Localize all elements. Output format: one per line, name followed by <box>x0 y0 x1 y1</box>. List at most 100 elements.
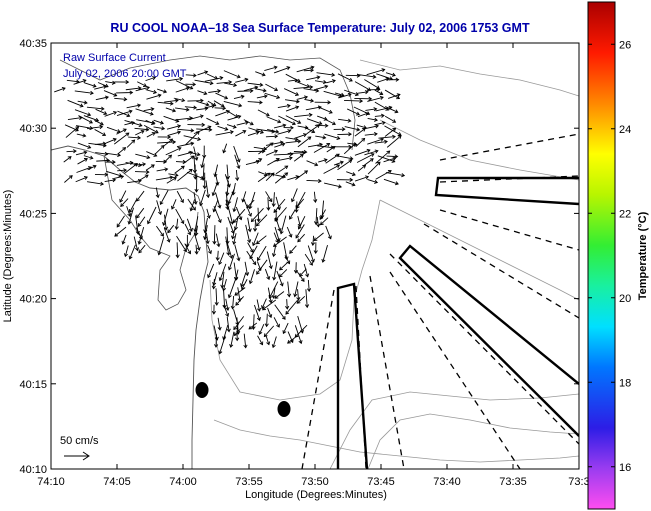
current-vector <box>106 152 122 158</box>
current-vector <box>325 225 332 240</box>
current-vector <box>135 153 151 160</box>
current-vector <box>186 218 193 232</box>
current-vector <box>267 287 273 304</box>
current-vector <box>159 189 169 206</box>
current-vector <box>218 263 227 282</box>
current-vector <box>363 124 379 130</box>
current-vector <box>385 72 396 77</box>
current-vector <box>105 160 116 165</box>
current-vector <box>224 82 238 88</box>
current-vector <box>304 126 316 134</box>
current-vector <box>385 172 406 178</box>
current-vector <box>304 98 315 103</box>
current-vector <box>157 134 172 140</box>
current-vector <box>247 82 264 87</box>
current-vector <box>185 234 190 248</box>
current-vector <box>366 68 386 76</box>
current-vector <box>226 316 231 333</box>
current-vector <box>86 106 105 111</box>
current-vector <box>157 139 177 145</box>
current-vector <box>262 299 277 311</box>
current-vector <box>215 130 234 136</box>
current-vector <box>227 114 242 121</box>
current-vector <box>235 206 243 221</box>
current-vector <box>114 97 128 102</box>
current-vector <box>222 324 229 341</box>
current-vector <box>113 174 125 180</box>
current-vector <box>233 325 244 337</box>
current-vector <box>295 198 305 209</box>
chart-title: RU COOL NOAA–18 Sea Surface Temperature:… <box>110 21 530 35</box>
current-vector <box>145 89 158 94</box>
colorbar-tick-label: 20 <box>619 293 631 305</box>
current-vector <box>143 125 159 134</box>
current-vector <box>245 224 252 244</box>
current-vector <box>294 133 308 139</box>
current-vector <box>274 291 285 299</box>
y-axis-label: Latitude (Degrees:Minutes) <box>2 190 14 323</box>
current-vector <box>218 335 226 355</box>
current-vector <box>229 331 235 348</box>
current-vector <box>213 205 222 224</box>
current-vector <box>83 155 94 160</box>
current-vector <box>357 111 369 118</box>
current-vector <box>265 149 279 156</box>
x-tick-label: 73:55 <box>235 476 263 488</box>
boundary-polygons <box>336 176 579 469</box>
current-vector <box>285 105 300 112</box>
current-vector <box>271 192 276 208</box>
current-vector <box>306 75 321 81</box>
current-vector <box>303 263 310 278</box>
current-vector <box>313 142 331 153</box>
current-vector <box>235 169 240 182</box>
y-tick-label: 40:30 <box>19 123 47 135</box>
current-vector <box>354 148 371 156</box>
current-vector <box>145 76 157 82</box>
current-vector <box>344 126 361 132</box>
current-vector <box>65 126 80 138</box>
current-vector <box>367 161 381 175</box>
current-vector <box>203 225 208 241</box>
current-vector <box>289 209 296 220</box>
current-vector <box>279 261 289 271</box>
current-vector <box>321 245 328 263</box>
current-vector <box>95 151 109 156</box>
current-vector <box>319 209 326 220</box>
current-vector <box>155 144 165 154</box>
current-vectors <box>54 65 406 355</box>
x-tick-label: 73:3 <box>568 476 589 488</box>
current-vector <box>67 99 84 108</box>
current-vector <box>338 92 352 99</box>
current-vector <box>364 131 378 137</box>
current-vector <box>383 178 399 186</box>
current-vector <box>295 224 305 239</box>
current-vector <box>216 80 233 85</box>
current-vector <box>346 171 356 177</box>
current-vector <box>222 143 228 154</box>
colorbar-tick-label: 16 <box>619 462 631 474</box>
current-vector <box>271 287 276 299</box>
current-vector <box>217 125 229 131</box>
current-vector <box>313 84 329 91</box>
current-vector <box>116 109 133 117</box>
current-vector <box>256 299 262 312</box>
current-vector <box>378 134 396 139</box>
y-tick-label: 40:10 <box>19 464 47 476</box>
current-vector <box>199 189 206 207</box>
current-vector <box>266 197 271 211</box>
current-vector <box>236 120 249 126</box>
current-vector <box>137 174 149 182</box>
current-vector <box>354 175 370 182</box>
current-vector <box>286 226 293 238</box>
current-vector <box>248 269 255 285</box>
current-vector <box>282 322 289 335</box>
current-vector <box>187 98 204 103</box>
current-vector <box>233 316 245 331</box>
current-vector <box>338 118 352 123</box>
current-vector <box>337 132 352 137</box>
current-vector <box>223 70 241 79</box>
current-vector <box>185 82 197 87</box>
current-vector <box>271 244 277 258</box>
current-vector <box>289 245 297 254</box>
